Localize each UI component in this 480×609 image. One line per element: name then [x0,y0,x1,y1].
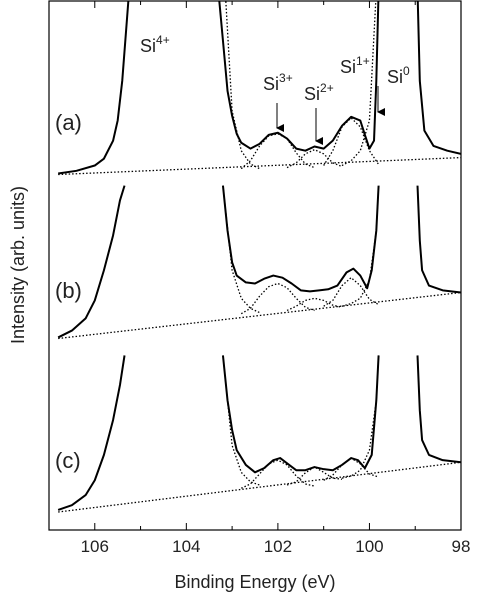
x-tick-label: 98 [452,537,471,556]
peak-label: Si0 [387,64,410,87]
plot-area [57,1,461,513]
component-curve [240,282,315,315]
panel-label: (c) [55,448,81,473]
component-curve [341,1,377,167]
peak-label: Si3+ [263,71,293,94]
peak-label-sup: 3+ [279,71,293,85]
panel-label: (a) [55,110,82,135]
peak-label-text: Si [340,57,356,77]
peak-label-sup: 4+ [156,33,170,47]
fit-curve [57,355,461,511]
y-axis-title: Intensity (arb. units) [8,186,28,344]
component-curve [58,156,461,176]
fit-curve [57,185,461,339]
component-curve [286,149,343,169]
peak-label: Si4+ [140,33,170,56]
component-curve [222,355,260,486]
x-tick-label: 104 [172,537,200,556]
x-tick-label: 102 [264,537,292,556]
peak-label-text: Si [387,67,403,87]
plot-frame [48,0,462,531]
component-curve [323,277,379,307]
peak-label-text: Si [304,84,320,104]
peak-label-text: Si [263,74,279,94]
peak-label-sup: 2+ [320,81,334,95]
component-curve [286,297,343,312]
x-tick-label: 106 [81,537,109,556]
component-curve [341,185,380,307]
component-curve [240,459,315,489]
peak-label: Si2+ [304,81,334,104]
peak-label-sup: 0 [403,64,410,78]
peak-label-sup: 1+ [356,54,370,68]
panel-label: (b) [55,278,82,303]
x-axis-title: Binding Energy (eV) [174,572,335,592]
peak-label: Si1+ [340,54,370,77]
peak-label-text: Si [140,36,156,56]
component-curve [323,457,379,481]
x-tick-label: 100 [355,537,383,556]
fit-curve [58,1,461,175]
component-curve [58,461,461,513]
component-curve [240,133,315,170]
component-curve [341,355,380,479]
component-curve [58,291,461,340]
component-curve [222,185,260,314]
